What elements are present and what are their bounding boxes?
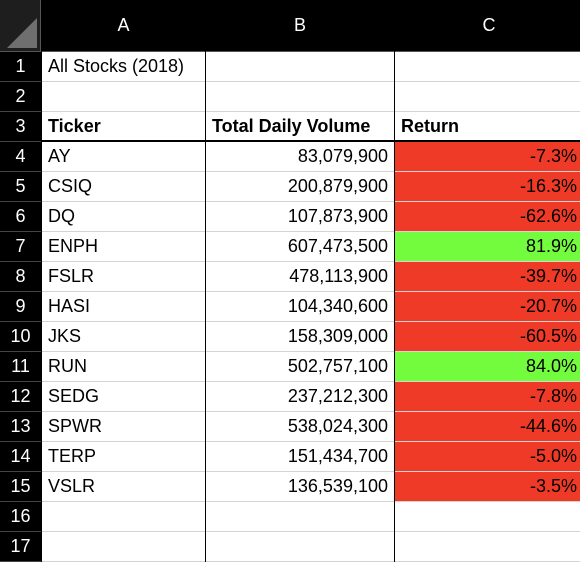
cell-volume[interactable]: 237,212,300 <box>206 382 394 412</box>
cell-return[interactable]: -3.5% <box>395 472 580 502</box>
cell-a3-ticker-header[interactable]: Ticker <box>42 112 205 142</box>
row-header-7[interactable]: 7 <box>0 232 41 262</box>
cell-ticker[interactable]: AY <box>42 142 205 172</box>
cell-volume[interactable]: 200,879,900 <box>206 172 394 202</box>
row-header-9[interactable]: 9 <box>0 292 41 322</box>
cell-return[interactable]: -5.0% <box>395 442 580 472</box>
cell-b3-volume-header[interactable]: Total Daily Volume <box>206 112 394 142</box>
cell-ticker[interactable]: CSIQ <box>42 172 205 202</box>
row-header-6[interactable]: 6 <box>0 202 41 232</box>
row-header-8[interactable]: 8 <box>0 262 41 292</box>
cell-empty[interactable] <box>42 502 205 532</box>
row-header-12[interactable]: 12 <box>0 382 41 412</box>
cell-return[interactable]: -7.3% <box>395 142 580 172</box>
cell-volume[interactable]: 107,873,900 <box>206 202 394 232</box>
cell-ticker[interactable]: FSLR <box>42 262 205 292</box>
cell-return[interactable]: -16.3% <box>395 172 580 202</box>
row-header-13[interactable]: 13 <box>0 412 41 442</box>
cell-empty[interactable] <box>42 532 205 562</box>
cell-ticker[interactable]: RUN <box>42 352 205 382</box>
cell-ticker[interactable]: SPWR <box>42 412 205 442</box>
cell-return[interactable]: -60.5% <box>395 322 580 352</box>
row-header-4[interactable]: 4 <box>0 142 41 172</box>
cell-volume[interactable]: 151,434,700 <box>206 442 394 472</box>
column-header-a[interactable]: A <box>42 0 205 52</box>
cell-c2[interactable] <box>395 82 580 112</box>
cell-b1[interactable] <box>206 52 394 82</box>
cell-volume[interactable]: 158,309,000 <box>206 322 394 352</box>
cell-volume[interactable]: 538,024,300 <box>206 412 394 442</box>
cell-a1[interactable]: All Stocks (2018) <box>42 52 205 82</box>
row-header-14[interactable]: 14 <box>0 442 41 472</box>
cell-empty[interactable] <box>395 532 580 562</box>
cell-c1[interactable] <box>395 52 580 82</box>
column-header-c[interactable]: C <box>395 0 580 52</box>
cell-ticker[interactable]: SEDG <box>42 382 205 412</box>
cell-volume[interactable]: 607,473,500 <box>206 232 394 262</box>
cell-volume[interactable]: 136,539,100 <box>206 472 394 502</box>
row-header-15[interactable]: 15 <box>0 472 41 502</box>
cell-volume[interactable]: 478,113,900 <box>206 262 394 292</box>
cell-return[interactable]: -62.6% <box>395 202 580 232</box>
cell-volume[interactable]: 83,079,900 <box>206 142 394 172</box>
cell-ticker[interactable]: DQ <box>42 202 205 232</box>
cell-c3-return-header[interactable]: Return <box>395 112 580 142</box>
cell-return[interactable]: -20.7% <box>395 292 580 322</box>
cell-ticker[interactable]: ENPH <box>42 232 205 262</box>
row-header-1[interactable]: 1 <box>0 52 41 82</box>
row-header-5[interactable]: 5 <box>0 172 41 202</box>
cell-return[interactable]: 84.0% <box>395 352 580 382</box>
row-header-3[interactable]: 3 <box>0 112 41 142</box>
cell-return[interactable]: -44.6% <box>395 412 580 442</box>
cell-ticker[interactable]: TERP <box>42 442 205 472</box>
cell-ticker[interactable]: JKS <box>42 322 205 352</box>
row-header-2[interactable]: 2 <box>0 82 41 112</box>
select-all-icon <box>7 18 37 48</box>
row-header-11[interactable]: 11 <box>0 352 41 382</box>
cell-volume[interactable]: 104,340,600 <box>206 292 394 322</box>
cell-empty[interactable] <box>206 532 394 562</box>
cell-volume[interactable]: 502,757,100 <box>206 352 394 382</box>
select-all-corner[interactable] <box>0 0 41 52</box>
cell-b2[interactable] <box>206 82 394 112</box>
cell-return[interactable]: -7.8% <box>395 382 580 412</box>
cell-a2[interactable] <box>42 82 205 112</box>
column-header-b[interactable]: B <box>206 0 394 52</box>
cell-return[interactable]: -39.7% <box>395 262 580 292</box>
cell-ticker[interactable]: VSLR <box>42 472 205 502</box>
row-header-16[interactable]: 16 <box>0 502 41 532</box>
row-header-10[interactable]: 10 <box>0 322 41 352</box>
row-header-17[interactable]: 17 <box>0 532 41 562</box>
cell-empty[interactable] <box>206 502 394 532</box>
cell-return[interactable]: 81.9% <box>395 232 580 262</box>
cell-empty[interactable] <box>395 502 580 532</box>
cell-ticker[interactable]: HASI <box>42 292 205 322</box>
